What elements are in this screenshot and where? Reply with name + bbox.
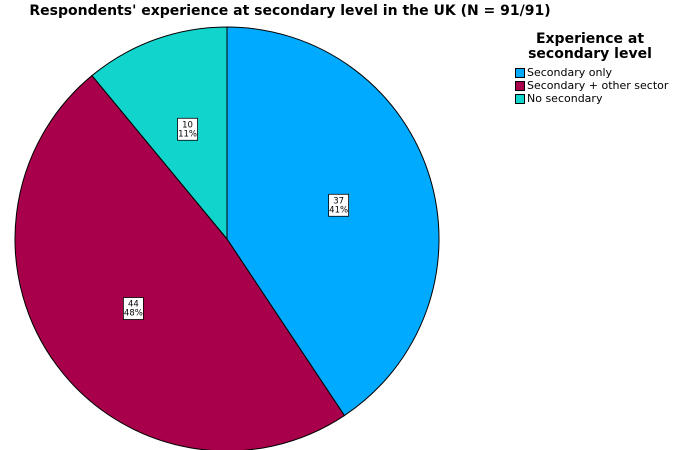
data-label-percent: 48% <box>124 309 143 319</box>
data-label-count: 10 <box>182 120 193 130</box>
legend-title: Experience at secondary level <box>528 31 652 62</box>
legend-swatch <box>515 80 525 91</box>
legend: Experience at secondary level Secondary … <box>510 32 691 105</box>
legend-item-no-secondary: No secondary <box>510 92 691 105</box>
legend-item-secondary-only: Secondary only <box>510 66 691 79</box>
pie-slice-1 <box>14 74 346 450</box>
data-label-box <box>122 297 144 320</box>
chart-title: Respondents' experience at secondary lev… <box>29 3 551 19</box>
legend-label: No secondary <box>527 92 603 105</box>
data-label-box <box>328 193 350 217</box>
pie-slice-2 <box>91 26 228 241</box>
data-label-count: 44 <box>128 300 139 310</box>
legend-swatch <box>515 93 525 104</box>
data-label-box <box>177 117 198 141</box>
legend-label: Secondary only <box>527 66 613 79</box>
data-label-percent: 11% <box>178 129 197 139</box>
legend-swatch <box>515 67 525 78</box>
legend-item-secondary-other-sector: Secondary + other sector <box>510 79 691 92</box>
data-label-count: 37 <box>333 196 344 206</box>
legend-label: Secondary + other sector <box>527 79 669 92</box>
data-label-percent: 41% <box>329 205 348 215</box>
